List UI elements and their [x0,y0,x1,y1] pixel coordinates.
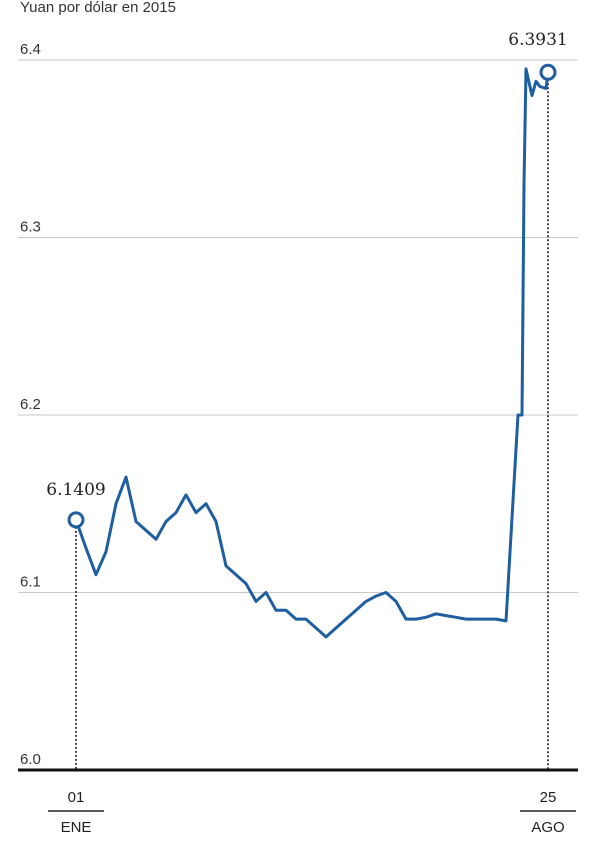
end-value-label: 6.3931 [508,30,567,50]
end-point-marker [539,63,557,81]
start-point-marker [67,511,85,529]
y-tick-label: 6.0 [20,751,41,768]
x-start-tick-label: 01 ENE [48,789,104,836]
y-tick-labels: 6.4 6.3 6.2 6.1 6.0 [20,41,41,768]
gridlines [18,59,578,593]
x-start-day: 01 [68,789,85,806]
y-tick-label: 6.2 [20,396,41,413]
x-start-month: ENE [61,819,92,836]
x-end-day: 25 [540,789,557,806]
x-end-month: AGO [531,819,564,836]
x-end-tick-label: 25 AGO [520,789,576,836]
y-tick-label: 6.1 [20,574,41,591]
y-tick-label: 6.3 [20,219,41,236]
chart-subtitle: Yuan por dólar en 2015 [20,0,176,16]
start-value-label: 6.1409 [46,480,105,500]
exchange-rate-line [74,67,550,639]
y-tick-label: 6.4 [20,41,41,58]
